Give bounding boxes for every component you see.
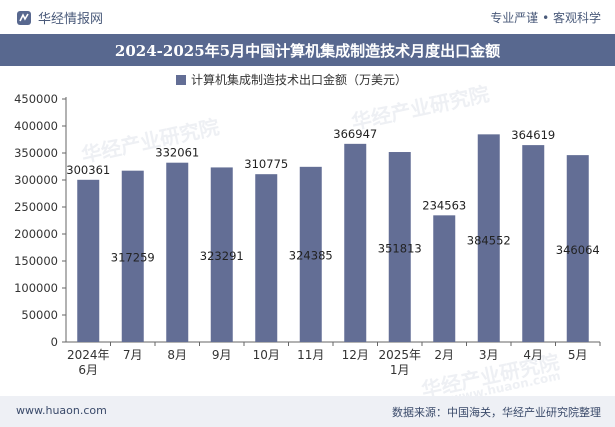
x-tick-label: 2月 [434,348,454,362]
bar [77,179,100,342]
chart-title-bar: 2024-2025年5月中国计算机集成制造技术月度出口金额 [0,34,615,66]
bar [388,152,411,342]
bar [255,174,278,342]
data-label: 366947 [333,127,377,141]
bar-chart: 计算机集成制造技术出口金额（万美元） 0 50000 100000 150000 2000… [14,72,601,377]
bar [121,170,144,342]
x-tick-label: 12月 [342,348,369,362]
data-label: 300361 [66,163,110,177]
y-tick-label: 350000 [14,146,58,160]
footer: www.huaon.com 数据来源：中国海关，华经产业研究院整理 [0,396,615,427]
brand[interactable]: 华经情报网 [16,8,103,27]
y-tick-label: 300000 [14,173,58,187]
data-label: 384552 [467,233,511,247]
data-label: 310775 [244,157,288,171]
legend-swatch [176,75,186,85]
x-tick-label: 8月 [167,348,187,362]
data-label: 346064 [556,243,600,257]
bar [522,145,545,342]
footer-website-link[interactable]: www.huaon.com [16,404,107,417]
y-tick-label: 0 [51,335,58,349]
y-tick-label: 200000 [14,227,58,241]
data-label: 317259 [111,250,155,264]
bar [210,167,233,342]
footer-source: 数据来源：中国海关，华经产业研究院整理 [392,406,601,419]
x-tick-label: 11月 [297,348,324,362]
chart-area: 计算机集成制造技术出口金额（万美元） 0 50000 100000 150000 2000… [0,66,615,396]
data-label: 332061 [155,146,199,160]
x-tick-label: 2024年 6月 [67,348,110,377]
x-tick-label: 10月 [253,348,280,362]
y-tick-label: 400000 [14,119,58,133]
brand-logo-icon [17,10,31,25]
data-label: 364619 [511,128,555,142]
bar [299,166,322,342]
bar [566,155,589,342]
bar [433,215,456,342]
bar [166,162,189,342]
y-tick-label: 100000 [14,281,58,295]
bar [477,134,500,342]
y-tick-label: 450000 [14,92,58,106]
x-tick-label: 5月 [568,348,588,362]
y-tick-label: 50000 [21,308,58,322]
data-label: 324385 [289,249,333,263]
x-tick-label: 9月 [212,348,232,362]
x-tick-label: 4月 [523,348,543,362]
x-tick-label: 3月 [479,348,499,362]
chart-legend: 计算机集成制造技术出口金额（万美元） [176,72,407,87]
x-tick-label: 2025年 1月 [378,348,421,377]
data-label: 234563 [422,198,466,212]
data-label: 351813 [378,242,422,256]
slogan: 专业严谨 • 客观科学 [490,11,601,25]
data-label: 323291 [200,249,244,263]
y-tick-label: 250000 [14,200,58,214]
bar [344,143,367,342]
legend-label: 计算机集成制造技术出口金额（万美元） [191,72,407,87]
x-tick-label: 7月 [123,348,143,362]
y-tick-label: 150000 [14,254,58,268]
chart-title: 2024-2025年5月中国计算机集成制造技术月度出口金额 [114,41,501,60]
top-bar: 华经情报网 专业严谨 • 客观科学 [0,0,615,34]
brand-name: 华经情报网 [38,12,104,27]
